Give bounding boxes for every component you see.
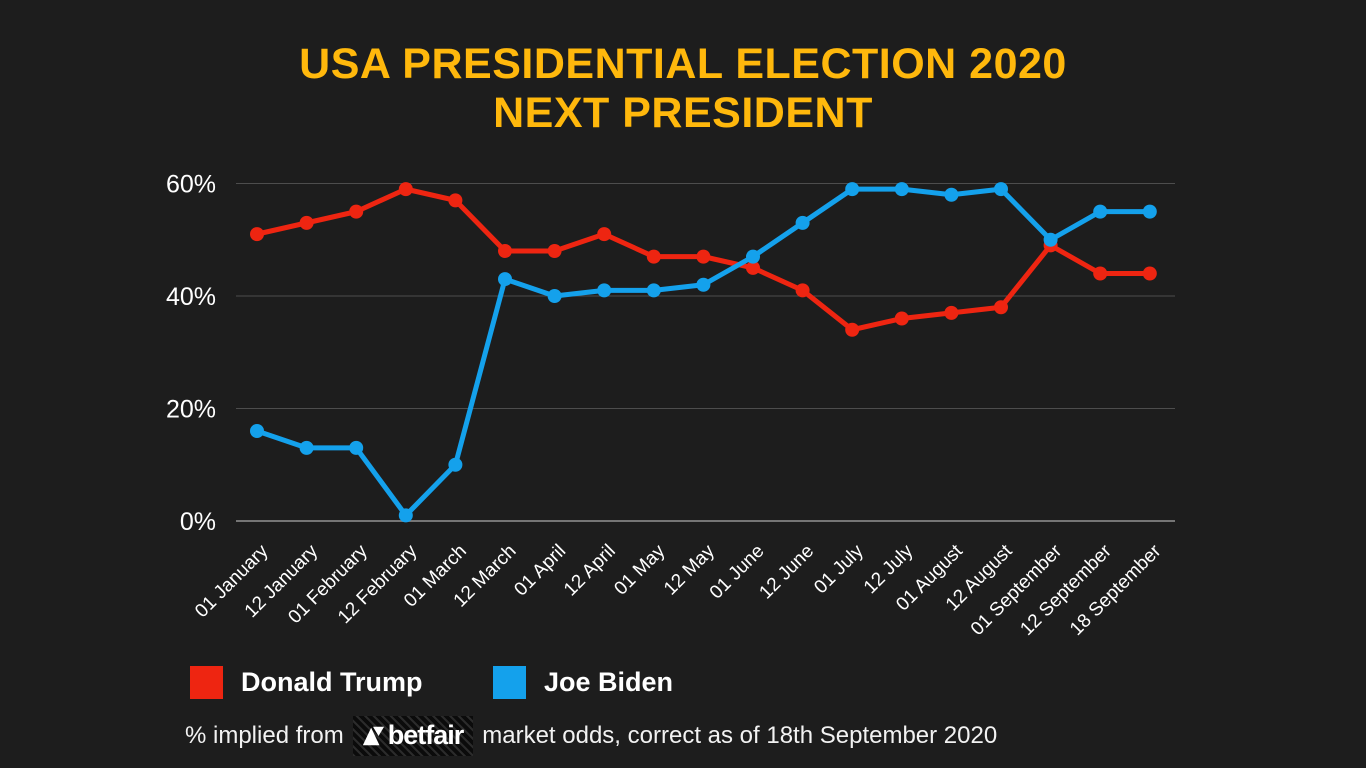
data-point-joe-biden-01-may [646,283,661,298]
data-point-donald-trump-01-january [250,227,264,242]
data-point-joe-biden-12-february [398,508,413,523]
data-point-donald-trump-12-july [894,311,909,326]
betfair-logo-text: betfair [387,720,465,750]
data-point-joe-biden-12-june [795,215,810,230]
data-point-joe-biden-12-march [498,272,512,287]
data-point-joe-biden-01-september [1043,232,1058,247]
page-title-line1: USA PRESIDENTIAL ELECTION 2020 [299,40,1067,88]
data-point-joe-biden-12-april [597,283,612,298]
x-tick-label-12-april: 12 April [560,541,620,601]
page-title-line2: NEXT PRESIDENT [493,89,873,137]
data-point-joe-biden-01-july [845,182,860,197]
data-point-joe-biden-01-april [547,289,562,303]
x-tick-label-01-april: 01 April [510,541,570,601]
data-point-donald-trump-01-february [349,204,364,219]
data-point-donald-trump-12-may [696,249,711,264]
data-point-donald-trump-01-april [547,244,562,258]
data-point-donald-trump-01-march [448,193,463,208]
data-point-joe-biden-01-march [448,457,463,472]
source-note: % implied from betfair market odds, corr… [185,716,997,756]
x-tick-label-01-may: 01 May [610,540,669,599]
legend-label-donald-trump: Donald Trump [241,667,423,697]
betfair-arrows-icon [362,726,384,745]
y-tick-label-60%: 60% [166,171,216,199]
y-tick-label-20%: 20% [166,396,216,424]
page-title: USA PRESIDENTIAL ELECTION 2020 NEXT PRES… [0,40,1366,138]
x-tick-label-12-june: 12 June [755,541,818,604]
source-note-prefix: % implied from [185,722,344,749]
biden-color-swatch [493,666,526,699]
data-point-joe-biden-12-september [1093,204,1108,219]
data-point-donald-trump-01-june [746,260,760,275]
data-point-joe-biden-01-january [250,424,264,438]
legend: Donald Trump Joe Biden [0,666,1366,706]
data-point-donald-trump-12-march [498,244,512,258]
data-point-donald-trump-01-july [845,322,860,337]
data-point-donald-trump-12-april [597,227,612,242]
legend-item-donald-trump: Donald Trump [190,666,423,699]
data-point-donald-trump-01-may [646,249,661,264]
data-point-donald-trump-12-january [299,215,314,230]
data-point-donald-trump-12-september [1093,266,1108,281]
x-tick-label-01-june: 01 June [706,541,769,604]
data-point-joe-biden-18-september [1142,204,1157,219]
source-note-suffix: market odds, correct as of 18th Septembe… [482,722,998,749]
data-point-donald-trump-12-february [398,182,413,197]
data-point-donald-trump-01-august [944,305,959,320]
y-tick-label-40%: 40% [166,283,216,311]
betfair-logo: betfair [353,716,474,756]
data-point-donald-trump-12-august [994,300,1008,315]
y-tick-label-0%: 0% [180,508,216,536]
data-point-joe-biden-12-august [994,182,1008,197]
data-point-joe-biden-12-july [894,182,909,197]
trump-color-swatch [190,666,223,699]
data-point-joe-biden-12-january [299,440,314,455]
data-point-donald-trump-18-september [1142,266,1157,281]
series-line-joe-biden [254,186,1153,518]
data-point-joe-biden-01-february [349,440,364,455]
legend-item-joe-biden: Joe Biden [493,666,673,699]
data-point-joe-biden-12-may [696,277,711,292]
data-point-donald-trump-12-june [795,283,810,298]
data-point-joe-biden-01-june [746,249,760,264]
legend-label-joe-biden: Joe Biden [544,667,674,697]
data-point-joe-biden-01-august [944,187,959,202]
x-tick-label-01-july: 01 July [810,540,868,598]
